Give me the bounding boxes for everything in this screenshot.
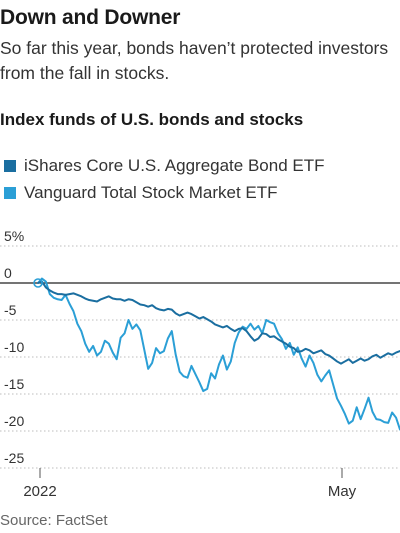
series-line <box>37 280 400 365</box>
legend-label-stocks: Vanguard Total Stock Market ETF <box>24 183 278 202</box>
legend-item-bonds: iShares Core U.S. Aggregate Bond ETF <box>0 154 325 178</box>
x-tick-label: May <box>328 483 357 500</box>
grid: 5% 0 -5 -10 -15 -20 -25 <box>0 228 400 469</box>
series-lines <box>33 277 400 431</box>
start-marker <box>33 278 43 288</box>
series-line <box>37 277 400 431</box>
legend-swatch-stocks <box>4 187 16 199</box>
y-tick-label: 0 <box>4 265 12 281</box>
subheadline: So far this year, bonds haven’t protecte… <box>0 38 389 83</box>
source-note: Source: FactSet <box>0 512 108 529</box>
y-tick-label: -5 <box>4 302 17 318</box>
y-tick-label: -15 <box>4 376 24 392</box>
legend-item-stocks: Vanguard Total Stock Market ETF <box>0 181 325 205</box>
legend: iShares Core U.S. Aggregate Bond ETF Van… <box>0 154 325 208</box>
y-tick-label: -25 <box>4 450 24 466</box>
y-tick-label: -10 <box>4 339 24 355</box>
x-axis: 2022 May <box>23 468 357 500</box>
y-tick-label: 5% <box>4 228 24 244</box>
y-tick-label: -20 <box>4 413 24 429</box>
headline: Down and Downer <box>0 6 181 29</box>
x-tick-label: 2022 <box>23 483 56 500</box>
chart-title: Index funds of U.S. bonds and stocks <box>0 110 304 129</box>
legend-swatch-bonds <box>4 160 16 172</box>
legend-label-bonds: iShares Core U.S. Aggregate Bond ETF <box>24 156 325 175</box>
